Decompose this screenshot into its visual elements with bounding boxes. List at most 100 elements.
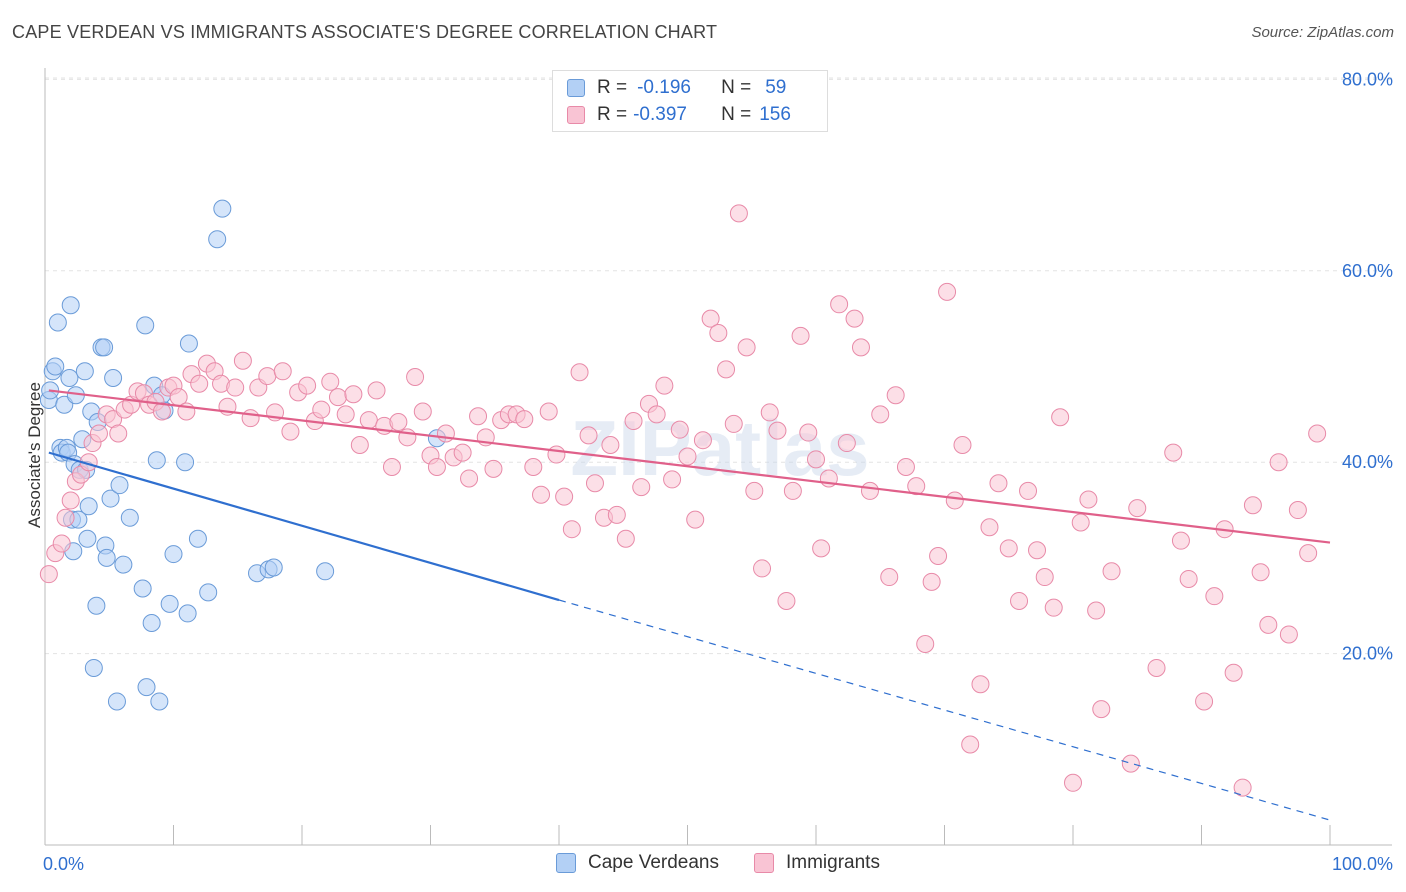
cape-verdean-point	[55, 395, 74, 414]
cape-verdean-point	[61, 296, 80, 315]
immigrant-point	[359, 411, 378, 430]
immigrant-point	[1128, 499, 1147, 518]
cape-verdean-point	[264, 558, 283, 577]
bottom-legend-imm-label: Immigrants	[786, 852, 880, 873]
immigrant-point	[701, 309, 720, 328]
immigrant-point	[678, 447, 697, 466]
immigrant-point	[515, 410, 534, 429]
immigrant-point	[579, 426, 598, 445]
immigrant-point	[1288, 501, 1307, 520]
immigrant-point	[1010, 591, 1029, 610]
immigrant-point	[1164, 443, 1183, 462]
cape-verdean-point	[199, 583, 218, 602]
immigrant-trend-line	[48, 389, 1331, 544]
immigrant-point	[241, 409, 260, 428]
legend-r-label: R =	[597, 104, 628, 125]
immigrant-point	[1205, 587, 1224, 606]
chart-source: Source: ZipAtlas.com	[1251, 24, 1394, 41]
legend-r-label: R =	[597, 77, 628, 98]
legend-box: R = -0.196 N = 59 R = -0.397 N = 156	[552, 70, 828, 132]
cape-swatch	[567, 79, 585, 97]
immigrant-point	[312, 400, 331, 419]
immigrant-point	[1092, 700, 1111, 719]
immigrant-point	[929, 546, 948, 565]
immigrant-point	[258, 367, 277, 386]
immigrant-point	[1279, 625, 1298, 644]
legend-n-label: N =	[721, 104, 752, 125]
immigrant-point	[460, 469, 479, 488]
immigrant-point	[709, 324, 728, 343]
cape-verdean-point	[87, 596, 106, 615]
immigrant-point	[328, 388, 347, 407]
immigrant-point	[1035, 568, 1054, 587]
cape-verdean-point	[107, 692, 126, 711]
immigrant-point	[971, 675, 990, 694]
imm-swatch	[754, 853, 774, 873]
immigrant-point	[845, 309, 864, 328]
immigrant-point	[56, 508, 75, 527]
immigrant-point	[777, 591, 796, 610]
immigrant-point	[281, 422, 300, 441]
immigrant-point	[570, 363, 589, 382]
immigrant-point	[298, 376, 317, 395]
immigrant-point	[585, 474, 604, 493]
immigrant-point	[753, 559, 772, 578]
cape-verdean-point	[164, 545, 183, 564]
cape-verdean-point	[48, 313, 67, 332]
immigrant-point	[1044, 598, 1063, 617]
cape-verdean-point	[133, 579, 152, 598]
cape-verdean-point	[160, 594, 179, 613]
immigrant-point	[233, 351, 252, 370]
y-tick-label: 60.0%	[1342, 261, 1393, 281]
immigrant-point	[344, 385, 363, 404]
immigrant-point	[1147, 658, 1166, 677]
cape-verdean-point	[316, 562, 335, 581]
immigrant-point	[851, 338, 870, 357]
immigrant-point	[724, 414, 743, 433]
immigrant-point	[1299, 544, 1318, 563]
immigrant-point	[860, 481, 879, 500]
cape-verdean-point	[179, 334, 198, 353]
immigrant-point	[717, 360, 736, 379]
immigrant-point	[1171, 531, 1190, 550]
cape-verdean-point	[136, 316, 155, 335]
immigrant-point	[686, 510, 705, 529]
immigrant-point	[783, 481, 802, 500]
cape-trend-extension	[558, 599, 1331, 821]
immigrant-point	[1071, 513, 1090, 532]
cape-verdean-point	[97, 548, 116, 567]
immigrant-point	[1269, 453, 1288, 472]
immigrant-point	[427, 457, 446, 476]
cape-verdean-point	[84, 658, 103, 677]
immigrant-point	[469, 407, 488, 426]
cape-verdean-point	[79, 497, 98, 516]
immigrant-point	[745, 481, 764, 500]
cape-verdean-point	[114, 555, 133, 574]
immigrant-point	[938, 282, 957, 301]
cape-verdean-point	[120, 508, 139, 527]
cape-verdean-point	[46, 357, 65, 376]
cape-verdean-point	[60, 368, 79, 387]
cape-verdean-point	[101, 489, 120, 508]
legend-row-imm: R = -0.397 N = 156	[567, 102, 791, 128]
immigrant-point	[1179, 569, 1198, 588]
cape-verdean-point	[95, 338, 114, 357]
immigrant-point	[1051, 408, 1070, 427]
legend-r-value: -0.397	[633, 104, 687, 125]
cape-verdean-point	[188, 529, 207, 548]
immigrant-point	[907, 477, 926, 496]
immigrant-point	[916, 635, 935, 654]
legend-r-value: -0.196	[637, 77, 691, 98]
immigrant-point	[729, 204, 748, 223]
x-tick-label: 0.0%	[43, 854, 84, 874]
immigrant-point	[190, 374, 209, 393]
immigrant-point	[547, 445, 566, 464]
immigrant-point	[624, 412, 643, 431]
immigrant-point	[655, 376, 674, 395]
immigrant-point	[768, 421, 787, 440]
watermark: ZIPatlas	[570, 404, 869, 492]
immigrant-point	[616, 529, 635, 548]
immigrant-point	[532, 485, 551, 504]
immigrant-point	[61, 491, 80, 510]
cape-verdean-point	[110, 476, 129, 495]
